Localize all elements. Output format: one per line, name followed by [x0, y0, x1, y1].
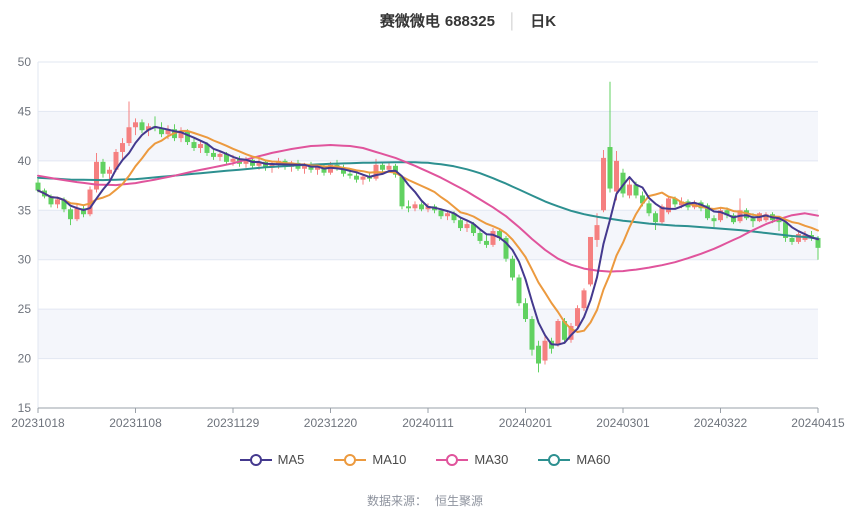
chart-header: 赛微微电 688325 │ 日K — [0, 10, 850, 31]
ma5-legend-icon — [239, 453, 272, 466]
svg-text:20240111: 20240111 — [402, 416, 454, 430]
ma30-line — [37, 144, 819, 273]
svg-text:20231220: 20231220 — [304, 416, 358, 430]
svg-text:20240301: 20240301 — [596, 416, 650, 430]
data-source-value: 恒生聚源 — [435, 494, 484, 508]
svg-text:20240322: 20240322 — [694, 416, 748, 430]
data-source-label: 数据来源： — [366, 494, 427, 508]
x-axis — [37, 407, 819, 413]
legend-label-ma30: MA30 — [474, 452, 509, 467]
y-axis-labels: 15 20 25 30 35 40 45 50 — [18, 55, 32, 415]
stock-name: 赛微微电 — [379, 13, 440, 30]
stock-code: 688325 — [444, 13, 495, 30]
svg-text:50: 50 — [18, 55, 32, 69]
title-divider: │ — [507, 13, 518, 30]
plot-bands — [38, 62, 818, 408]
data-source: 数据来源： 恒生聚源 — [0, 492, 850, 509]
svg-text:20240415: 20240415 — [791, 416, 845, 430]
svg-text:20240201: 20240201 — [499, 416, 553, 430]
legend-label-ma10: MA10 — [372, 452, 407, 467]
svg-text:20231108: 20231108 — [109, 416, 162, 430]
legend-item-ma10[interactable]: MA10 — [334, 452, 406, 467]
svg-text:15: 15 — [18, 401, 32, 415]
svg-text:25: 25 — [18, 302, 32, 316]
legend-item-ma60[interactable]: MA60 — [538, 452, 610, 467]
chart-title: 赛微微电 688325 │ 日K — [380, 10, 556, 31]
period-label: 日K — [530, 13, 557, 30]
chart-legend: MA5 MA10 MA30 MA60 — [0, 452, 850, 467]
svg-text:30: 30 — [18, 253, 32, 267]
svg-text:20: 20 — [18, 352, 32, 366]
legend-item-ma30[interactable]: MA30 — [436, 452, 508, 467]
legend-item-ma5[interactable]: MA5 — [239, 452, 305, 467]
ma10-legend-icon — [334, 453, 367, 466]
svg-text:35: 35 — [18, 203, 32, 217]
svg-text:45: 45 — [18, 104, 32, 118]
ma30-legend-icon — [436, 453, 469, 466]
x-axis-labels: 20231018 20231108 20231129 20231220 20240111… — [11, 416, 845, 430]
ma60-legend-icon — [538, 453, 571, 466]
svg-text:20231018: 20231018 — [11, 416, 65, 430]
legend-label-ma5: MA5 — [277, 452, 305, 467]
ma5-line — [37, 125, 819, 346]
svg-text:20231129: 20231129 — [207, 416, 260, 430]
legend-label-ma60: MA60 — [576, 452, 611, 467]
kline-chart-canvas[interactable]: 15 20 25 30 35 40 45 50 20231018 20231108 20231129… — [0, 0, 850, 450]
svg-text:40: 40 — [18, 154, 32, 168]
kline-chart[interactable]: 15 20 25 30 35 40 45 50 20231018 20231108 20231129… — [0, 0, 850, 450]
